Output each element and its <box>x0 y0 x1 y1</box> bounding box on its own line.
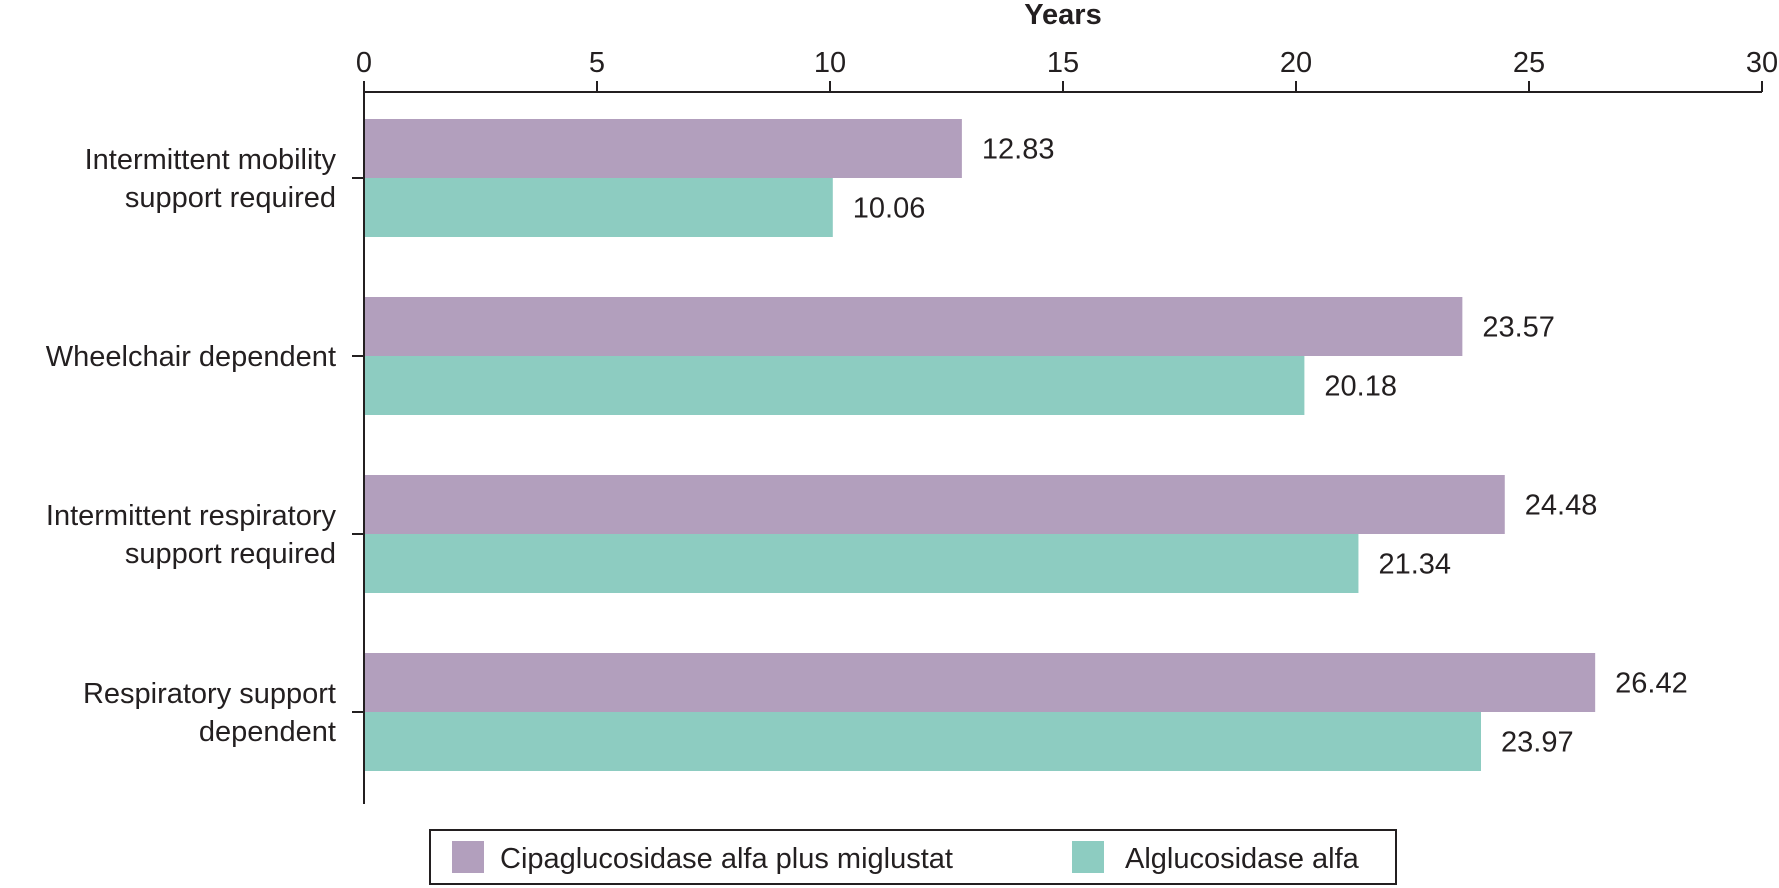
category-label-line: support required <box>125 538 336 570</box>
category-labels: Intermittent mobility support required Whe… <box>46 144 364 748</box>
bar <box>364 534 1359 593</box>
bar <box>364 356 1305 415</box>
data-label: 12.83 <box>982 134 1055 166</box>
x-tick-label: 0 <box>356 47 372 79</box>
category-label-line: support required <box>125 182 336 214</box>
bar <box>364 712 1482 771</box>
data-label: 26.42 <box>1615 668 1688 700</box>
bar <box>364 119 962 178</box>
x-axis-title: Years <box>1024 0 1101 31</box>
x-tick-label: 5 <box>589 47 605 79</box>
legend-label: Cipaglucosidase alfa plus miglustat <box>500 843 953 875</box>
legend-swatch <box>452 841 484 873</box>
x-tick-label: 20 <box>1280 47 1312 79</box>
bar <box>364 178 833 237</box>
legend-swatch <box>1072 841 1104 873</box>
legend-box <box>429 829 1397 885</box>
category-label: Intermittent mobility support required <box>85 144 337 214</box>
data-label: 21.34 <box>1378 549 1451 581</box>
x-axis-ticks: 0 5 10 15 20 25 30 <box>356 47 1778 92</box>
bar <box>364 653 1596 712</box>
category-label-line: Wheelchair dependent <box>46 341 336 373</box>
category-label-line: Intermittent mobility <box>85 144 337 176</box>
legend: Cipaglucosidase alfa plus miglustat Alglu… <box>429 829 1397 885</box>
category-label-line: Intermittent respiratory <box>46 500 337 532</box>
legend-label: Alglucosidase alfa <box>1125 843 1360 875</box>
category-label-line: Respiratory support <box>83 678 336 710</box>
data-label: 24.48 <box>1525 490 1598 522</box>
data-labels: 12.83 10.06 23.57 20.18 24.48 21.34 26.42 23.97 <box>853 134 1688 759</box>
category-label-line: dependent <box>199 716 336 748</box>
x-tick-label: 15 <box>1047 47 1079 79</box>
x-tick-label: 25 <box>1513 47 1545 79</box>
category-label: Respiratory support dependent <box>83 678 336 748</box>
bars <box>364 119 1596 771</box>
data-label: 10.06 <box>853 193 926 225</box>
x-tick-label: 10 <box>814 47 846 79</box>
bar <box>364 475 1505 534</box>
data-label: 23.57 <box>1482 312 1555 344</box>
category-label: Intermittent respiratory support required <box>46 500 337 570</box>
x-tick-label: 30 <box>1746 47 1778 79</box>
data-label: 20.18 <box>1324 371 1397 403</box>
category-label: Wheelchair dependent <box>46 341 336 373</box>
bar <box>364 297 1463 356</box>
data-label: 23.97 <box>1501 727 1574 759</box>
